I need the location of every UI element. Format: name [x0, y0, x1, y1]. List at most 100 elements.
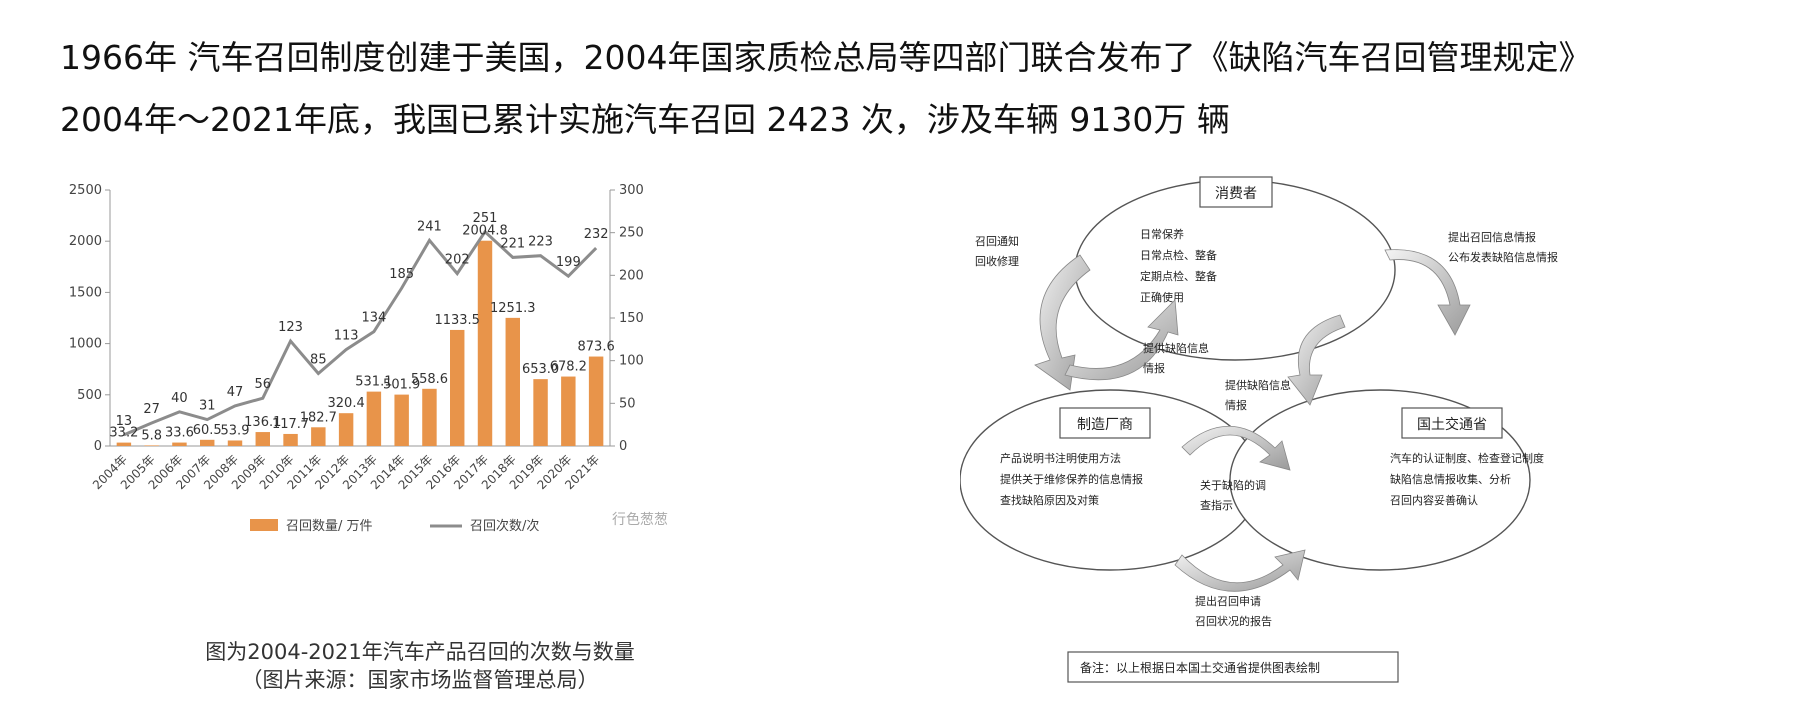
line-data-label: 221 [500, 236, 525, 251]
publish-label: 提出召回信息情报 [1448, 230, 1536, 244]
recall-chart: 0 500 1000 1500 2000 2500 0 50 100 150 200 250 300 33… [40, 180, 760, 620]
bar [227, 440, 243, 446]
note-text: 备注：以上根据日本国土交通省提供图表绘制 [1080, 660, 1320, 675]
chart-source: （图片来源：国家市场监督管理总局） [241, 668, 599, 692]
y-right-tick-label: 50 [619, 396, 636, 411]
consumer-item: 正确使用 [1140, 291, 1184, 304]
bar-data-label: 117.7 [272, 417, 309, 432]
y-left-tick-label: 0 [94, 439, 102, 454]
line-data-label: 185 [389, 267, 414, 282]
watermark: 行色葱葱 [612, 511, 668, 528]
bar-data-label: 5.8 [141, 428, 162, 443]
line-data-label: 123 [278, 320, 303, 335]
y-left-tick-label: 1500 [69, 285, 102, 300]
line-data-label: 40 [171, 391, 188, 406]
line-data-label: 241 [417, 219, 442, 234]
bar-data-label: 1133.5 [434, 313, 480, 328]
y-left-tick-label: 500 [77, 388, 102, 403]
y-right-tick-label: 100 [619, 354, 644, 369]
line-data-label: 232 [584, 227, 609, 242]
line-data-label: 27 [143, 402, 160, 417]
bar-data-label: 558.6 [411, 372, 448, 387]
consumer-title-box [1199, 176, 1273, 208]
recall-flow-diagram: 消费者 制造厂商 国土交通省 日常保养 日常点检、整备 定期点检、整备 正确使用… [959, 165, 1740, 695]
line-data-label: 202 [445, 253, 470, 268]
line-data-label: 47 [227, 385, 244, 400]
ministry-title-box [1401, 407, 1503, 439]
bar [172, 442, 187, 446]
line-data-label: 223 [528, 235, 553, 250]
bar-data-label: 60.5 [193, 423, 222, 438]
legend-line-label: 召回次数/次 [470, 518, 539, 534]
ministry-item: 缺陷信息情报收集、分析 [1390, 472, 1511, 486]
line-data-label: 31 [199, 399, 216, 414]
line-data-label: 199 [556, 255, 581, 270]
headline-line-1: 1966年 汽车召回制度创建于美国，2004年国家质检总局等四部门联合发布了《缺… [60, 38, 1592, 77]
provide-info-label-left: 情报 [1143, 361, 1165, 375]
manufacturer-title-box [1059, 407, 1151, 439]
recall-notice-label: 回收修理 [975, 254, 1019, 268]
bar-data-label: 33.2 [109, 426, 138, 441]
bar-data-label: 2004.8 [462, 224, 508, 239]
manufacturer-title: 制造厂商 [1077, 417, 1133, 433]
bar [422, 388, 437, 446]
bar [561, 376, 576, 446]
ministry-item: 汽车的认证制度、检查登记制度 [1390, 451, 1544, 465]
info-up-arrow-right [1287, 314, 1346, 406]
bar-data-label: 33.6 [165, 426, 194, 441]
consumer-item: 日常保养 [1140, 227, 1184, 241]
bar [450, 329, 465, 446]
y-right-tick-label: 150 [619, 311, 644, 326]
line-data-label: 13 [116, 414, 133, 429]
legend-bar-swatch [250, 519, 278, 531]
bar-data-label: 1251.3 [490, 301, 536, 316]
manufacturer-item: 提供关于维修保养的信息情报 [1000, 472, 1143, 486]
bar [505, 317, 520, 446]
apply-label: 召回状况的报告 [1195, 614, 1272, 628]
y-left-tick-label: 1000 [69, 337, 102, 352]
bar [366, 391, 382, 446]
y-right-tick-label: 0 [619, 439, 627, 454]
note-box [1067, 651, 1399, 683]
bar-data-label: 501.9 [383, 378, 420, 393]
ministry-title: 国土交通省 [1417, 416, 1487, 433]
y-left-tick-label: 2500 [69, 183, 102, 198]
y-left-tick-label: 2000 [69, 234, 102, 249]
bar-data-label: 653.0 [522, 362, 559, 377]
bar [144, 445, 159, 446]
line-data-label: 134 [361, 311, 386, 326]
bar [394, 394, 409, 446]
provide-info-label-right: 情报 [1225, 398, 1247, 412]
line-data-label: 56 [255, 377, 272, 392]
bar-data-label: 320.4 [328, 396, 365, 411]
investigate-arrow [1181, 425, 1291, 471]
legend-bar-label: 召回数量/ 万件 [286, 519, 373, 534]
recall-flow-svg: 消费者 制造厂商 国土交通省 日常保养 日常点检、整备 定期点检、整备 正确使用… [959, 176, 1558, 683]
bar-data-label: 678.2 [550, 360, 587, 375]
bar [283, 433, 298, 446]
bar [338, 413, 354, 446]
bar [200, 439, 215, 446]
bar [533, 379, 548, 446]
bar [255, 432, 270, 446]
line-data-label: 113 [334, 329, 359, 344]
y-right-tick-label: 200 [619, 268, 644, 283]
publish-arrow [1384, 249, 1471, 336]
bar [477, 240, 493, 446]
bar [311, 427, 326, 446]
consumer-title: 消费者 [1215, 186, 1257, 202]
consumer-item: 定期点检、整备 [1140, 269, 1217, 283]
publish-label: 公布发表缺陷信息情报 [1448, 250, 1558, 264]
ministry-item: 召回内容妥善确认 [1390, 493, 1478, 507]
bar [588, 356, 604, 446]
y-right-tick-label: 300 [619, 183, 644, 198]
bar-data-label: 531.1 [355, 375, 392, 390]
recall-chart-svg: 0 500 1000 1500 2000 2500 0 50 100 150 200 250 300 33… [69, 183, 668, 534]
bar-data-label: 53.9 [221, 423, 250, 438]
investigate-label: 查指示 [1200, 498, 1233, 512]
manufacturer-item: 产品说明书注明使用方法 [1000, 451, 1121, 465]
investigate-label: 关于缺陷的调 [1200, 478, 1266, 492]
recall-notice-arrow [1034, 254, 1091, 391]
bar-data-label: 136.1 [244, 415, 281, 430]
headline-line-2: 2004年～2021年底，我国已累计实施汽车召回 2423 次，涉及车辆 913… [60, 100, 1230, 139]
